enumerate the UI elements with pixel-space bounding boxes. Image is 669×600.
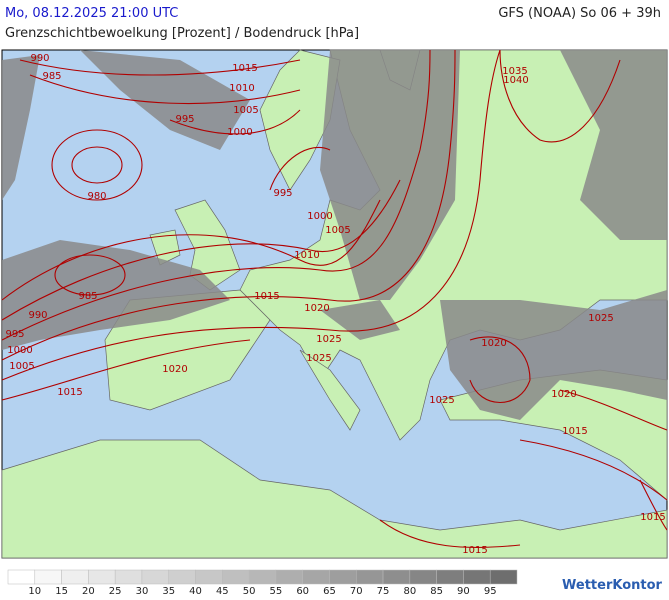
- isobar-label: 1015: [562, 426, 587, 437]
- legend: 10 15 20 25 30 35 40 45 50 55 60 65 70 75 80 85 90 95: [7, 569, 518, 597]
- isobar-label: 990: [30, 53, 49, 64]
- legend-swatch: [382, 569, 411, 585]
- isobar-label: 1015: [640, 512, 665, 523]
- isobar-label: 995: [175, 114, 194, 125]
- legend-swatch: [275, 569, 303, 585]
- isobar-label: 995: [5, 329, 24, 340]
- legend-swatch: [248, 569, 277, 585]
- isobars: [1, 49, 668, 549]
- isobar-label: 1015: [462, 545, 487, 556]
- legend-value: 95: [484, 586, 497, 597]
- legend-swatch: [61, 569, 89, 585]
- isobar-labels: 990 985 1015 1010 1005 995 1000 980 995 1000 1005 1…: [5, 53, 665, 556]
- legend-swatch: [489, 569, 518, 585]
- legend-swatch: [195, 569, 223, 585]
- legend-value: 80: [403, 586, 416, 597]
- isobar-label: 985: [42, 71, 61, 82]
- legend-swatch: [409, 569, 437, 585]
- legend-value: 70: [350, 586, 363, 597]
- isobar-label: 1015: [232, 63, 257, 74]
- legend-value: 55: [270, 586, 283, 597]
- isobar-label: 1010: [294, 250, 319, 261]
- legend-swatch: [168, 569, 196, 585]
- isobar-label: 1035: [502, 66, 527, 77]
- isobar-label: 995: [273, 188, 292, 199]
- legend-value: 85: [430, 586, 443, 597]
- legend-swatch: [141, 569, 169, 585]
- isobar-label: 1005: [233, 105, 258, 116]
- legend-value: 75: [377, 586, 390, 597]
- legend-value: 90: [457, 586, 470, 597]
- clouds: [2, 50, 667, 420]
- isobar-label: 1020: [304, 303, 329, 314]
- legend-swatch: [436, 569, 464, 585]
- isobar-label: 1020: [162, 364, 187, 375]
- isobar-label: 1015: [57, 387, 82, 398]
- legend-swatch: [88, 569, 116, 585]
- isobar-label: 1010: [229, 83, 254, 94]
- isobar-label: 985: [78, 291, 97, 302]
- legend-swatch: [34, 569, 62, 585]
- isobar-label: 1025: [429, 395, 454, 406]
- model-run: GFS (NOAA) So 06 + 39h: [498, 6, 661, 21]
- legend-value: 60: [296, 586, 309, 597]
- legend-swatch: [463, 569, 491, 585]
- isobar-label: 1025: [588, 313, 613, 324]
- brand: WetterKontor: [562, 578, 663, 593]
- isobar-label: 1005: [9, 361, 34, 372]
- legend-swatch: [7, 569, 36, 585]
- isobar-label: 1015: [254, 291, 279, 302]
- legend-swatch: [114, 569, 143, 585]
- legend-swatch: [302, 569, 330, 585]
- legend-value: 10: [28, 586, 41, 597]
- legend-value: 35: [162, 586, 175, 597]
- legend-value: 45: [216, 586, 229, 597]
- legend-value: 30: [136, 586, 149, 597]
- isobar-label: 1025: [306, 353, 331, 364]
- isobar-label: 1020: [481, 338, 506, 349]
- legend-value: 25: [109, 586, 122, 597]
- legend-value: 50: [243, 586, 256, 597]
- legend-value: 20: [82, 586, 95, 597]
- legend-value: 40: [189, 586, 202, 597]
- map-title: Grenzschichtbewoelkung [Prozent] / Boden…: [5, 26, 360, 41]
- legend-value: 15: [55, 586, 68, 597]
- isobar-label: 1040: [503, 75, 528, 86]
- legend-value: 65: [323, 586, 336, 597]
- isobar-label: 1020: [551, 389, 576, 400]
- isobar-label: 980: [87, 191, 106, 202]
- legend-swatch: [222, 569, 250, 585]
- isobar-label: 1000: [227, 127, 252, 138]
- isobar-label: 1025: [316, 334, 341, 345]
- datetime: Mo, 08.12.2025 21:00 UTC: [5, 6, 179, 21]
- isobar-label: 1000: [307, 211, 332, 222]
- isobar-label: 1005: [325, 225, 350, 236]
- isobar-label: 1000: [7, 345, 32, 356]
- legend-swatch: [329, 569, 357, 585]
- isobar-label: 990: [28, 310, 47, 321]
- legend-swatch: [356, 569, 384, 585]
- land: [1, 49, 668, 559]
